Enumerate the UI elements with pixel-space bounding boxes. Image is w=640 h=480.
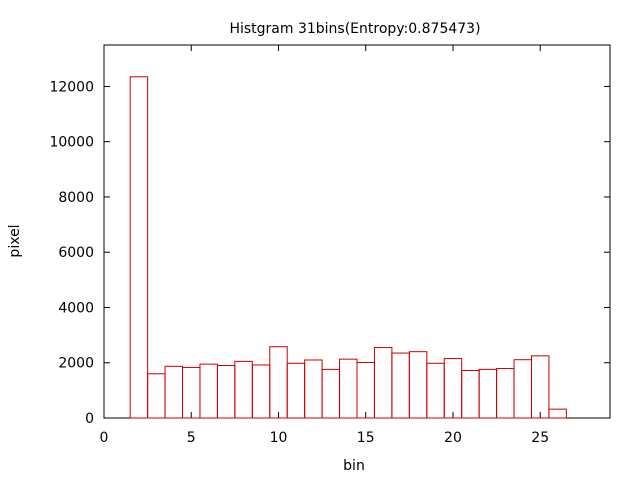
y-tick-label: 6000 [58,245,94,261]
y-axis-label: pixel [7,224,23,257]
x-tick-label: 15 [357,430,375,446]
bars [129,76,567,419]
histogram-bar [426,362,445,419]
x-tick-label: 25 [531,430,549,446]
histogram-bar [216,365,236,419]
histogram-bar [321,368,341,419]
histogram-bar [304,359,323,419]
histogram-bar [513,359,532,419]
x-tick-label: 0 [100,430,109,446]
histogram-bar [373,347,393,419]
y-tick-label: 2000 [58,356,94,372]
y-tick-label: 12000 [49,79,94,95]
axis-ticks: 0 2000 4000 6000 8000 10000 12000 0 5 10 15 20 25 [49,45,610,446]
y-tick-label: 0 [85,411,94,427]
histogram-bar [147,373,166,419]
histogram-bar [269,346,288,419]
histogram-bar [478,368,498,419]
x-tick-label: 20 [444,430,462,446]
y-tick-label: 10000 [49,135,94,151]
x-axis-label: bin [343,458,365,474]
histogram-bar [496,368,515,419]
histogram-bar [339,358,358,419]
histogram-bar [164,365,184,419]
histogram-bar [443,358,463,419]
x-tick-label: 5 [187,430,196,446]
histogram-bar [408,351,428,419]
histogram-bar [548,408,567,419]
histogram-bar [234,360,253,419]
chart-title: Histgram 31bins(Entropy:0.875473) [229,21,480,37]
histogram-bar [251,364,271,419]
histogram-bar [286,362,306,419]
y-tick-label: 8000 [58,190,94,206]
histogram-bar [129,76,149,419]
histogram-bar [461,369,480,419]
histogram-bar [199,363,218,419]
histogram-bar [356,361,375,419]
histogram-bar [530,355,550,419]
y-tick-label: 4000 [58,300,94,316]
histogram-bar [182,366,201,419]
x-tick-label: 10 [270,430,288,446]
histogram-bar [391,352,410,419]
